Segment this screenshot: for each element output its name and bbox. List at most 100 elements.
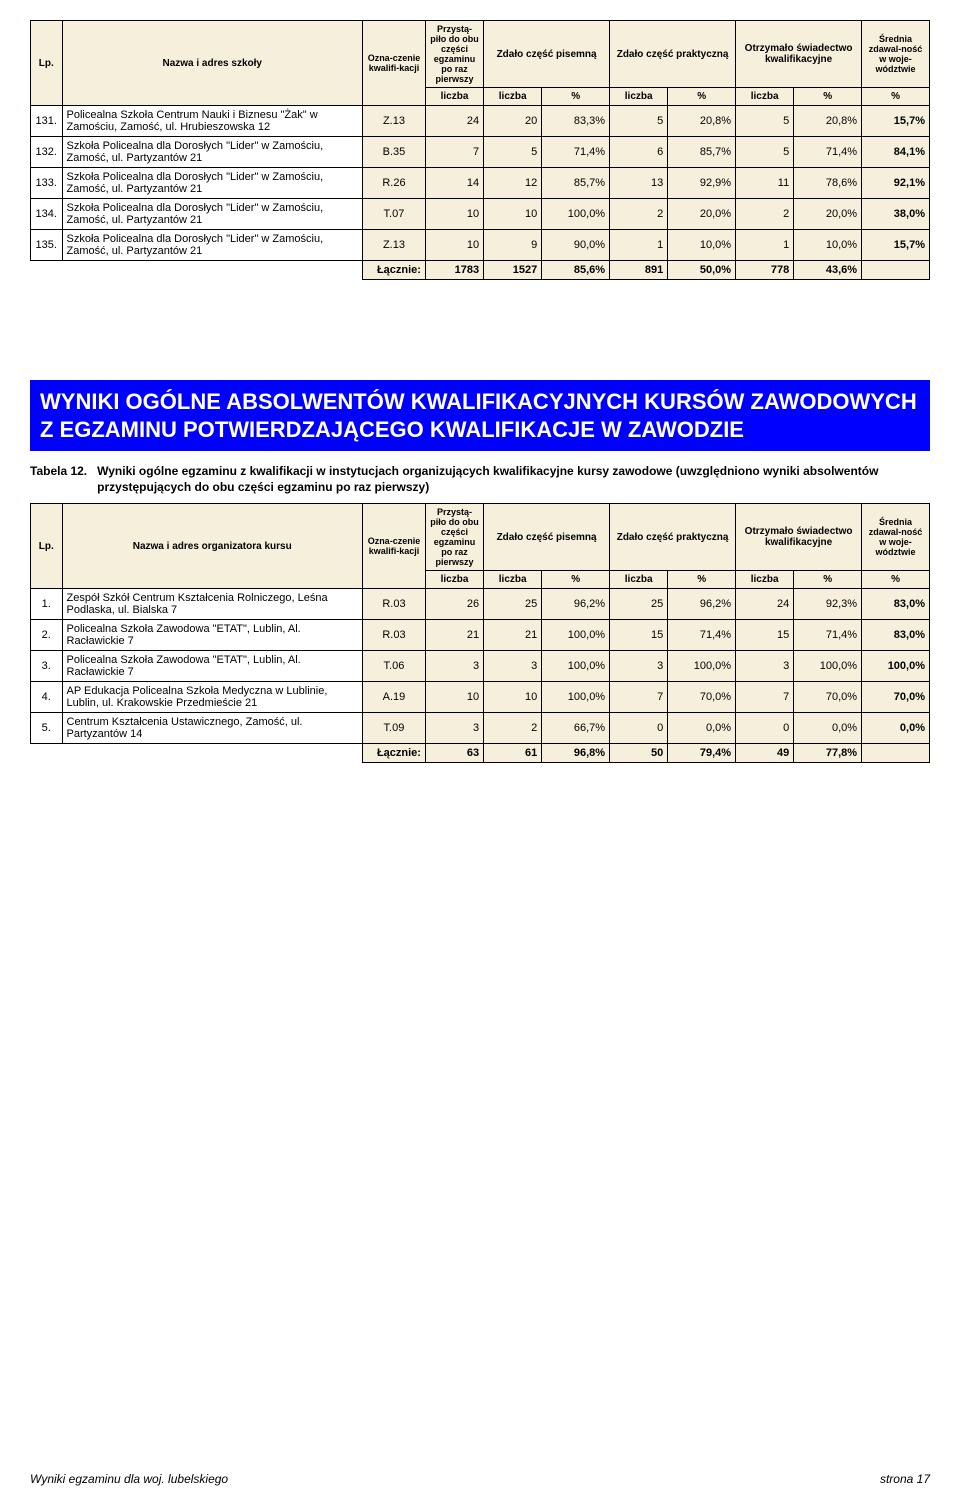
cell-written-n: 21 xyxy=(484,620,542,651)
cell-avg: 92,1% xyxy=(862,168,930,199)
hdr-written: Zdało część pisemną xyxy=(484,504,610,571)
sum-cert-p: 77,8% xyxy=(794,744,862,763)
cell-written-p: 85,7% xyxy=(542,168,610,199)
sum-written-n: 1527 xyxy=(484,261,542,280)
sum-avg xyxy=(862,744,930,763)
sub-pct: % xyxy=(862,88,930,106)
page-footer: Wyniki egzaminu dla woj. lubelskiego str… xyxy=(30,1462,930,1486)
cell-cert-p: 10,0% xyxy=(794,230,862,261)
hdr-name: Nazwa i adres szkoły xyxy=(62,21,362,106)
cell-attended: 26 xyxy=(425,589,483,620)
hdr-written: Zdało część pisemną xyxy=(484,21,610,88)
sum-label: Łącznie: xyxy=(362,261,425,280)
hdr-attended: Przystą-piło do obu części egzaminu po r… xyxy=(425,21,483,88)
table-header: Lp. Nazwa i adres organizatora kursu Ozn… xyxy=(31,504,930,589)
sum-practical-p: 50,0% xyxy=(668,261,736,280)
cell-name: AP Edukacja Policealna Szkoła Medyczna w… xyxy=(62,682,362,713)
table-header: Lp. Nazwa i adres szkoły Ozna-czenie kwa… xyxy=(31,21,930,106)
sum-attended: 1783 xyxy=(425,261,483,280)
cell-lp: 135. xyxy=(31,230,63,261)
sum-written-p: 85,6% xyxy=(542,261,610,280)
cell-name: Szkoła Policealna dla Dorosłych "Lider" … xyxy=(62,168,362,199)
cell-attended: 3 xyxy=(425,713,483,744)
cell-practical-p: 0,0% xyxy=(668,713,736,744)
cell-cert-p: 71,4% xyxy=(794,137,862,168)
cell-practical-p: 20,8% xyxy=(668,106,736,137)
hdr-cert: Otrzymało świadectwo kwalifikacyjne xyxy=(736,21,862,88)
cell-written-p: 83,3% xyxy=(542,106,610,137)
cell-avg: 70,0% xyxy=(862,682,930,713)
sum-label: Łącznie: xyxy=(362,744,425,763)
sum-cert-n: 49 xyxy=(736,744,794,763)
section-title: WYNIKI OGÓLNE ABSOLWENTÓW KWALIFIKACYJNY… xyxy=(30,380,930,451)
cell-code: T.07 xyxy=(362,199,425,230)
table-caption: Tabela 12. Wyniki ogólne egzaminu z kwal… xyxy=(30,463,930,495)
cell-written-p: 71,4% xyxy=(542,137,610,168)
cell-cert-p: 20,8% xyxy=(794,106,862,137)
table-row: 131.Policealna Szkoła Centrum Nauki i Bi… xyxy=(31,106,930,137)
cell-cert-n: 5 xyxy=(736,106,794,137)
cell-practical-n: 3 xyxy=(610,651,668,682)
cell-cert-p: 70,0% xyxy=(794,682,862,713)
cell-attended: 14 xyxy=(425,168,483,199)
table-row: 2.Policealna Szkoła Zawodowa "ETAT", Lub… xyxy=(31,620,930,651)
table-row: 132.Szkoła Policealna dla Dorosłych "Lid… xyxy=(31,137,930,168)
cell-avg: 83,0% xyxy=(862,620,930,651)
cell-written-n: 12 xyxy=(484,168,542,199)
table-row: 5.Centrum Kształcenia Ustawicznego, Zamo… xyxy=(31,713,930,744)
hdr-code: Ozna-czenie kwalifi-kacji xyxy=(362,21,425,106)
sum-cert-n: 778 xyxy=(736,261,794,280)
cell-lp: 5. xyxy=(31,713,63,744)
cell-name: Zespół Szkół Centrum Kształcenia Rolnicz… xyxy=(62,589,362,620)
cell-written-p: 96,2% xyxy=(542,589,610,620)
cell-cert-p: 78,6% xyxy=(794,168,862,199)
cell-attended: 21 xyxy=(425,620,483,651)
cell-practical-n: 13 xyxy=(610,168,668,199)
sum-avg xyxy=(862,261,930,280)
cell-practical-p: 100,0% xyxy=(668,651,736,682)
cell-written-p: 100,0% xyxy=(542,682,610,713)
cell-practical-p: 85,7% xyxy=(668,137,736,168)
cell-avg: 38,0% xyxy=(862,199,930,230)
cell-code: T.06 xyxy=(362,651,425,682)
cell-name: Policealna Szkoła Centrum Nauki i Biznes… xyxy=(62,106,362,137)
sub-liczba: liczba xyxy=(736,571,794,589)
cell-written-n: 10 xyxy=(484,199,542,230)
cell-avg: 15,7% xyxy=(862,230,930,261)
cell-practical-n: 15 xyxy=(610,620,668,651)
table-row: 1.Zespół Szkół Centrum Kształcenia Rolni… xyxy=(31,589,930,620)
cell-attended: 24 xyxy=(425,106,483,137)
cell-practical-p: 70,0% xyxy=(668,682,736,713)
table-row: 4.AP Edukacja Policealna Szkoła Medyczna… xyxy=(31,682,930,713)
cell-code: R.03 xyxy=(362,589,425,620)
sum-practical-n: 891 xyxy=(610,261,668,280)
cell-avg: 100,0% xyxy=(862,651,930,682)
cell-code: A.19 xyxy=(362,682,425,713)
sum-cert-p: 43,6% xyxy=(794,261,862,280)
cell-code: B.35 xyxy=(362,137,425,168)
cell-practical-p: 10,0% xyxy=(668,230,736,261)
cell-avg: 84,1% xyxy=(862,137,930,168)
cell-cert-p: 92,3% xyxy=(794,589,862,620)
cell-lp: 3. xyxy=(31,651,63,682)
cell-written-n: 10 xyxy=(484,682,542,713)
sum-written-n: 61 xyxy=(484,744,542,763)
cell-name: Policealna Szkoła Zawodowa "ETAT", Lubli… xyxy=(62,651,362,682)
sub-pct: % xyxy=(862,571,930,589)
cell-code: Z.13 xyxy=(362,230,425,261)
cell-lp: 131. xyxy=(31,106,63,137)
cell-cert-n: 11 xyxy=(736,168,794,199)
sub-liczba: liczba xyxy=(484,571,542,589)
cell-written-p: 100,0% xyxy=(542,620,610,651)
sum-attended: 63 xyxy=(425,744,483,763)
cell-practical-p: 96,2% xyxy=(668,589,736,620)
cell-lp: 2. xyxy=(31,620,63,651)
cell-avg: 83,0% xyxy=(862,589,930,620)
cell-cert-p: 0,0% xyxy=(794,713,862,744)
cell-practical-n: 7 xyxy=(610,682,668,713)
hdr-cert: Otrzymało świadectwo kwalifikacyjne xyxy=(736,504,862,571)
cell-attended: 3 xyxy=(425,651,483,682)
cell-cert-n: 7 xyxy=(736,682,794,713)
cell-lp: 132. xyxy=(31,137,63,168)
cell-practical-n: 5 xyxy=(610,106,668,137)
